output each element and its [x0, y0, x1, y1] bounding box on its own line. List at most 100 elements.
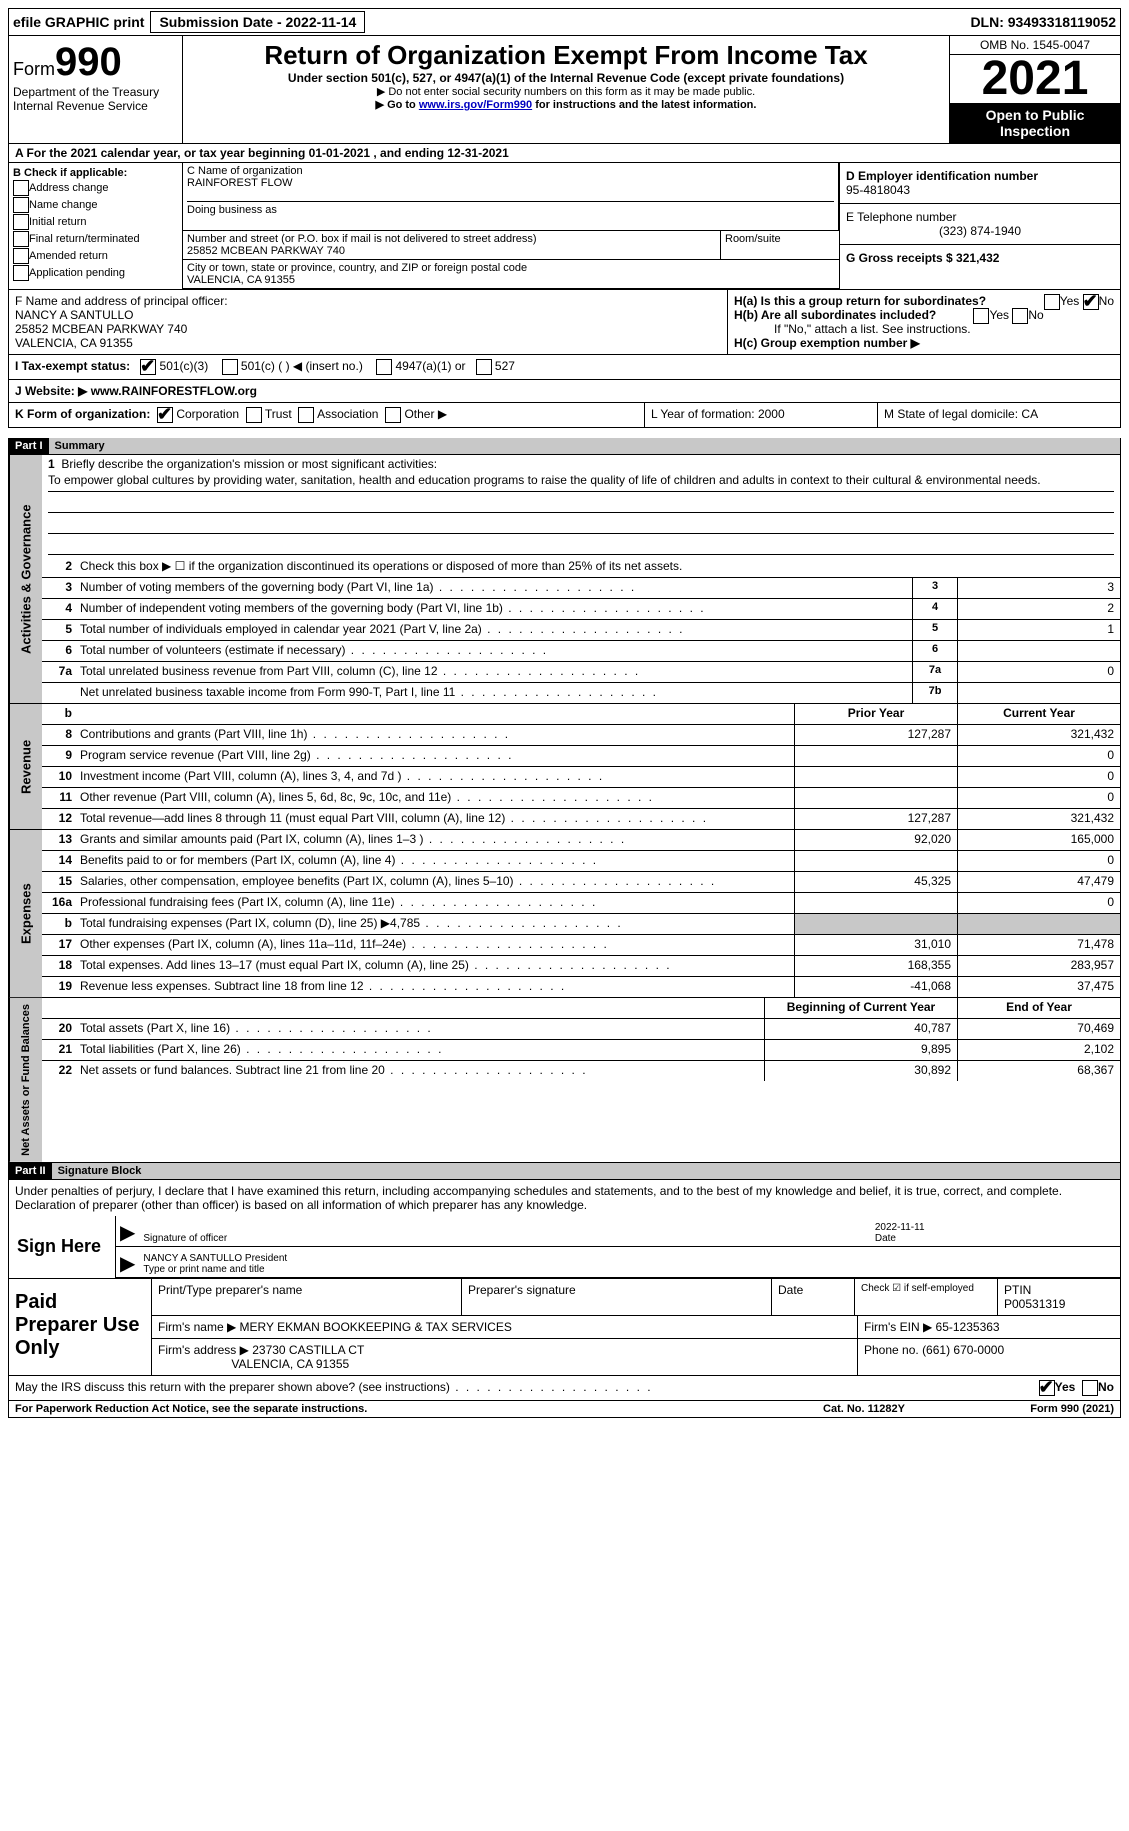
- top-bar: efile GRAPHIC print Submission Date - 20…: [8, 8, 1121, 36]
- penalty-text: Under penalties of perjury, I declare th…: [9, 1180, 1120, 1216]
- discuss-yes[interactable]: [1039, 1380, 1055, 1396]
- ein-value: 95-4818043: [846, 183, 1114, 197]
- activities-table: Activities & Governance 1 Briefly descri…: [8, 455, 1121, 704]
- discuss-text: May the IRS discuss this return with the…: [15, 1380, 1039, 1396]
- chk-assoc[interactable]: [298, 407, 314, 423]
- phone-value: (323) 874-1940: [846, 224, 1114, 238]
- table-row: 17Other expenses (Part IX, column (A), l…: [42, 935, 1120, 956]
- submission-date: Submission Date - 2022-11-14: [150, 11, 365, 33]
- j-label: J Website: ▶: [15, 384, 87, 398]
- revenue-table: Revenue b Prior Year Current Year 8Contr…: [8, 704, 1121, 830]
- table-row: 8Contributions and grants (Part VIII, li…: [42, 725, 1120, 746]
- irs-link[interactable]: www.irs.gov/Form990: [419, 99, 532, 111]
- form-title: Return of Organization Exempt From Incom…: [187, 40, 945, 71]
- city-value: VALENCIA, CA 91355: [187, 274, 835, 286]
- chk-amended[interactable]: Amended return: [13, 248, 178, 264]
- org-name: RAINFOREST FLOW: [187, 177, 834, 189]
- l-value: L Year of formation: 2000: [645, 403, 878, 427]
- table-row: 19Revenue less expenses. Subtract line 1…: [42, 977, 1120, 997]
- discuss-row: May the IRS discuss this return with the…: [8, 1376, 1121, 1401]
- chk-trust[interactable]: [246, 407, 262, 423]
- preparer-section: Paid Preparer Use Only Print/Type prepar…: [8, 1279, 1121, 1376]
- firm-ein: 65-1235363: [936, 1320, 1000, 1334]
- table-row: 14Benefits paid to or for members (Part …: [42, 851, 1120, 872]
- officer-addr1: 25852 MCBEAN PARKWAY 740: [15, 322, 721, 336]
- table-row: bTotal fundraising expenses (Part IX, co…: [42, 914, 1120, 935]
- sign-here-label: Sign Here: [9, 1216, 115, 1278]
- goto-post: for instructions and the latest informat…: [532, 99, 756, 111]
- website-value: www.RAINFORESTFLOW.org: [87, 384, 257, 398]
- table-row: 18Total expenses. Add lines 13–17 (must …: [42, 956, 1120, 977]
- q1-label: Briefly describe the organization's miss…: [61, 457, 437, 471]
- chk-final-return[interactable]: Final return/terminated: [13, 231, 178, 247]
- form-number: 990: [55, 40, 122, 84]
- ha-no[interactable]: [1083, 294, 1099, 310]
- chk-address-change[interactable]: Address change: [13, 180, 178, 196]
- table-row: 22Net assets or fund balances. Subtract …: [42, 1061, 1120, 1081]
- table-row: 11Other revenue (Part VIII, column (A), …: [42, 788, 1120, 809]
- chk-501c3[interactable]: [140, 359, 156, 375]
- m-value: M State of legal domicile: CA: [878, 403, 1120, 427]
- officer-name: NANCY A SANTULLO: [15, 308, 721, 322]
- hc-label: H(c) Group exemption number ▶: [734, 336, 920, 350]
- ha-label: H(a) Is this a group return for subordin…: [734, 294, 986, 308]
- cat-no: Cat. No. 11282Y: [764, 1403, 964, 1415]
- hb-no[interactable]: [1012, 308, 1028, 324]
- table-row: 9Program service revenue (Part VIII, lin…: [42, 746, 1120, 767]
- table-row: 6Total number of volunteers (estimate if…: [42, 641, 1120, 662]
- firm-addr1: 23730 CASTILLA CT: [252, 1343, 364, 1357]
- dba-label: Doing business as: [187, 201, 834, 216]
- paid-preparer-label: Paid Preparer Use Only: [9, 1279, 152, 1375]
- klm-row: K Form of organization: Corporation Trus…: [8, 403, 1121, 428]
- chk-app-pending[interactable]: Application pending: [13, 265, 178, 281]
- begin-year-hdr: Beginning of Current Year: [764, 998, 957, 1018]
- efile-label: efile GRAPHIC print: [13, 14, 144, 30]
- hb-yes[interactable]: [973, 308, 989, 324]
- activities-side: Activities & Governance: [9, 455, 42, 703]
- open-inspection: Open to Public Inspection: [950, 103, 1120, 143]
- footer: For Paperwork Reduction Act Notice, see …: [8, 1401, 1121, 1418]
- officer-addr2: VALENCIA, CA 91355: [15, 336, 721, 350]
- netassets-table: Net Assets or Fund Balances Beginning of…: [8, 998, 1121, 1163]
- officer-name-title: NANCY A SANTULLO President: [143, 1253, 287, 1264]
- ha-yes[interactable]: [1044, 294, 1060, 310]
- end-year-hdr: End of Year: [957, 998, 1120, 1018]
- table-row: 12Total revenue—add lines 8 through 11 (…: [42, 809, 1120, 829]
- table-row: 4Number of independent voting members of…: [42, 599, 1120, 620]
- website-row: J Website: ▶ www.RAINFORESTFLOW.org: [8, 380, 1121, 403]
- tax-status-row: I Tax-exempt status: 501(c)(3) 501(c) ( …: [8, 355, 1121, 380]
- dept-label: Department of the Treasury Internal Reve…: [13, 85, 178, 113]
- f-label: F Name and address of principal officer:: [15, 294, 721, 308]
- ssn-note: ▶ Do not enter social security numbers o…: [187, 85, 945, 98]
- chk-501c[interactable]: [222, 359, 238, 375]
- chk-other[interactable]: [385, 407, 401, 423]
- part2-label: Part II: [9, 1163, 52, 1179]
- part2-header: Part II Signature Block: [8, 1163, 1121, 1180]
- paperwork-notice: For Paperwork Reduction Act Notice, see …: [15, 1403, 764, 1415]
- firm-addr2: VALENCIA, CA 91355: [231, 1357, 349, 1371]
- chk-527[interactable]: [476, 359, 492, 375]
- street-label: Number and street (or P.O. box if mail i…: [187, 233, 716, 245]
- hb-label: H(b) Are all subordinates included?: [734, 308, 936, 322]
- calendar-year: A For the 2021 calendar year, or tax yea…: [8, 144, 1121, 163]
- form-ref: Form 990 (2021): [964, 1403, 1114, 1415]
- chk-corp[interactable]: [157, 407, 173, 423]
- discuss-no[interactable]: [1082, 1380, 1098, 1396]
- d-label: D Employer identification number: [846, 169, 1114, 183]
- hb-note: If "No," attach a list. See instructions…: [734, 322, 1114, 336]
- table-row: 7aTotal unrelated business revenue from …: [42, 662, 1120, 683]
- revenue-side: Revenue: [9, 704, 42, 829]
- arrow-icon: ▶: [116, 1220, 139, 1246]
- chk-name-change[interactable]: Name change: [13, 197, 178, 213]
- section-b-label: B Check if applicable:: [13, 167, 178, 179]
- q2-text: Check this box ▶ ☐ if the organization d…: [76, 557, 1120, 577]
- chk-initial-return[interactable]: Initial return: [13, 214, 178, 230]
- part1-label: Part I: [9, 438, 49, 454]
- table-row: 15Salaries, other compensation, employee…: [42, 872, 1120, 893]
- tax-year: 2021: [950, 55, 1120, 103]
- chk-4947[interactable]: [376, 359, 392, 375]
- e-label: E Telephone number: [846, 210, 1114, 224]
- ptin-value: P00531319: [1004, 1297, 1065, 1311]
- k-label: K Form of organization:: [15, 407, 150, 421]
- form-subtitle: Under section 501(c), 527, or 4947(a)(1)…: [187, 71, 945, 85]
